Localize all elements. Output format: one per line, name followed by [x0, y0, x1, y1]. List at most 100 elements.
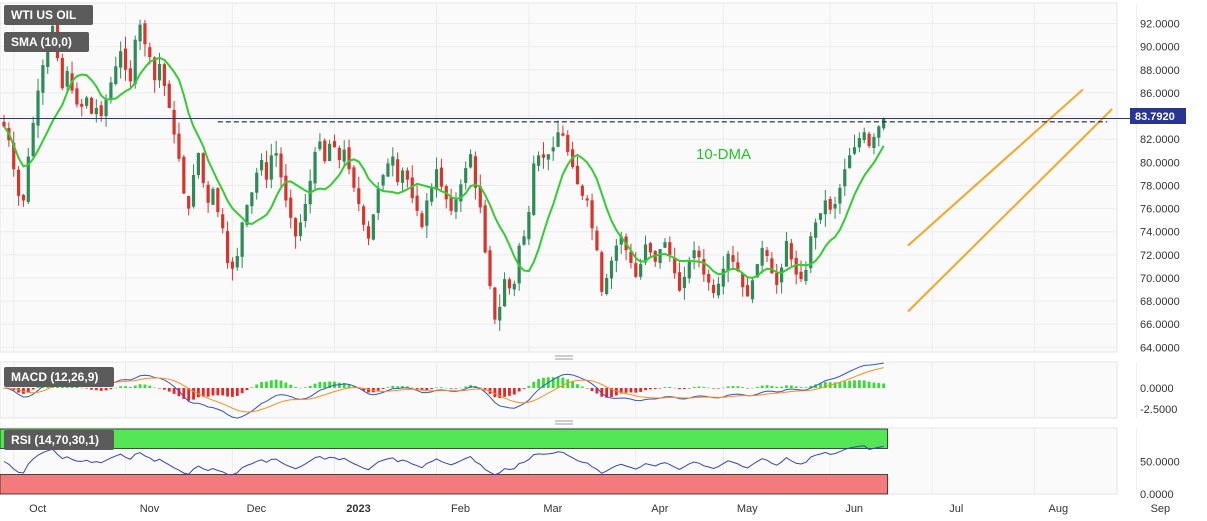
- macd-histogram-bar: [736, 386, 740, 388]
- macd-histogram-bar: [221, 388, 225, 396]
- candle-body: [877, 126, 881, 138]
- macd-histogram-bar: [26, 388, 30, 393]
- macd-histogram-bar: [590, 388, 594, 391]
- macd-histogram-bar: [576, 384, 579, 388]
- candle-body: [522, 236, 526, 245]
- candle-body: [250, 192, 254, 207]
- price-tick-label: 86.0000: [1140, 88, 1180, 100]
- candle-body: [425, 200, 429, 226]
- macd-histogram-bar: [678, 388, 681, 390]
- macd-histogram-bar: [760, 385, 764, 388]
- macd-histogram-bar: [294, 387, 297, 388]
- macd-histogram-bar: [459, 387, 463, 389]
- last-price-tag: 83.7920: [1130, 108, 1186, 124]
- macd-histogram-bar: [512, 388, 516, 395]
- candle-body: [882, 118, 886, 129]
- last-price-value: 83.7920: [1135, 111, 1175, 123]
- candle-body: [711, 284, 716, 294]
- candle-body: [799, 271, 803, 280]
- x-tick-label: Nov: [140, 503, 160, 515]
- macd-histogram-bar: [206, 388, 210, 397]
- price-tick-label: 76.0000: [1140, 204, 1180, 216]
- candle-body: [454, 199, 458, 212]
- macd-histogram-bar: [337, 382, 341, 388]
- macd-histogram-bar: [260, 382, 263, 388]
- x-tick-label: Jun: [845, 503, 863, 515]
- x-tick-label: Jul: [949, 503, 963, 515]
- candle-body: [838, 187, 842, 204]
- macd-histogram-bar: [692, 386, 696, 388]
- candle-body: [692, 250, 696, 259]
- candle-body: [255, 172, 259, 193]
- candle-body: [187, 195, 191, 209]
- macd-histogram-bar: [532, 381, 536, 388]
- candle-body: [342, 149, 346, 162]
- candle-body: [148, 47, 152, 58]
- candle-body: [439, 167, 443, 187]
- macd-histogram-bar: [454, 388, 458, 389]
- sma-label[interactable]: SMA (10,0): [4, 32, 89, 52]
- price-label-text: WTI US OIL: [11, 8, 76, 22]
- macd-histogram-bar: [323, 382, 327, 388]
- panel-resize-handle[interactable]: [555, 355, 573, 360]
- candle-body: [391, 156, 395, 166]
- macd-histogram-bar: [741, 387, 745, 388]
- macd-histogram-bar: [381, 388, 385, 389]
- candle-body: [780, 267, 784, 283]
- price-tick-label: 66.0000: [1140, 319, 1180, 331]
- candle-body: [400, 170, 405, 183]
- macd-histogram-bar: [595, 388, 599, 394]
- candle-body: [566, 134, 570, 152]
- candle-body: [332, 141, 337, 148]
- macd-histogram-bar: [571, 381, 575, 388]
- candle-body: [396, 159, 400, 182]
- price-tick-label: 74.0000: [1140, 227, 1180, 239]
- candle-body: [755, 264, 759, 278]
- macd-histogram-bar: [653, 388, 657, 390]
- candle-body: [284, 175, 288, 201]
- macd-histogram-bar: [751, 387, 754, 389]
- macd-histogram-bar: [90, 388, 93, 390]
- candle-body: [498, 306, 502, 321]
- candle-body: [36, 90, 40, 126]
- candle-body: [245, 205, 249, 225]
- macd-label[interactable]: MACD (12,26,9): [4, 367, 114, 387]
- candle-body: [556, 132, 560, 147]
- rsi-oversold-band: [0, 474, 889, 495]
- candle-body: [872, 136, 876, 149]
- candle-body: [464, 168, 468, 183]
- candle-body: [16, 169, 21, 196]
- macd-histogram-bar: [712, 388, 715, 389]
- macd-histogram-bar: [508, 388, 511, 396]
- rsi-label[interactable]: RSI (14,70,30,1): [4, 430, 114, 450]
- macd-histogram-bar: [634, 388, 638, 393]
- rsi-tick-label: 0.0000: [1140, 489, 1174, 501]
- panel-resize-handle[interactable]: [555, 420, 573, 425]
- candle-body: [182, 156, 186, 194]
- candle-body: [731, 255, 735, 262]
- macd-histogram-bar: [167, 388, 171, 392]
- candle-body: [527, 212, 531, 240]
- macd-histogram-bar: [775, 386, 779, 388]
- macd-histogram-bar: [823, 382, 827, 388]
- macd-histogram-bar: [566, 379, 570, 388]
- candle-body: [434, 169, 439, 190]
- candle-body: [697, 250, 701, 258]
- macd-histogram-bar: [153, 387, 157, 389]
- macd-histogram-bar: [284, 382, 288, 388]
- price-tick-label: 82.0000: [1140, 134, 1180, 146]
- candle-body: [760, 247, 764, 266]
- candle-body: [818, 213, 823, 220]
- macd-histogram-bar: [867, 381, 871, 388]
- macd-histogram-bar: [342, 383, 346, 388]
- macd-histogram-bar: [833, 382, 837, 388]
- price-tick-label: 64.0000: [1140, 342, 1180, 354]
- macd-histogram-bar: [430, 388, 434, 390]
- candle-body: [323, 140, 327, 162]
- price-label[interactable]: WTI US OIL: [4, 5, 93, 25]
- macd-histogram-bar: [498, 388, 502, 399]
- macd-histogram-bar: [85, 388, 89, 389]
- macd-histogram-bar: [299, 387, 302, 389]
- candle-body: [240, 222, 244, 257]
- macd-histogram-bar: [478, 387, 482, 388]
